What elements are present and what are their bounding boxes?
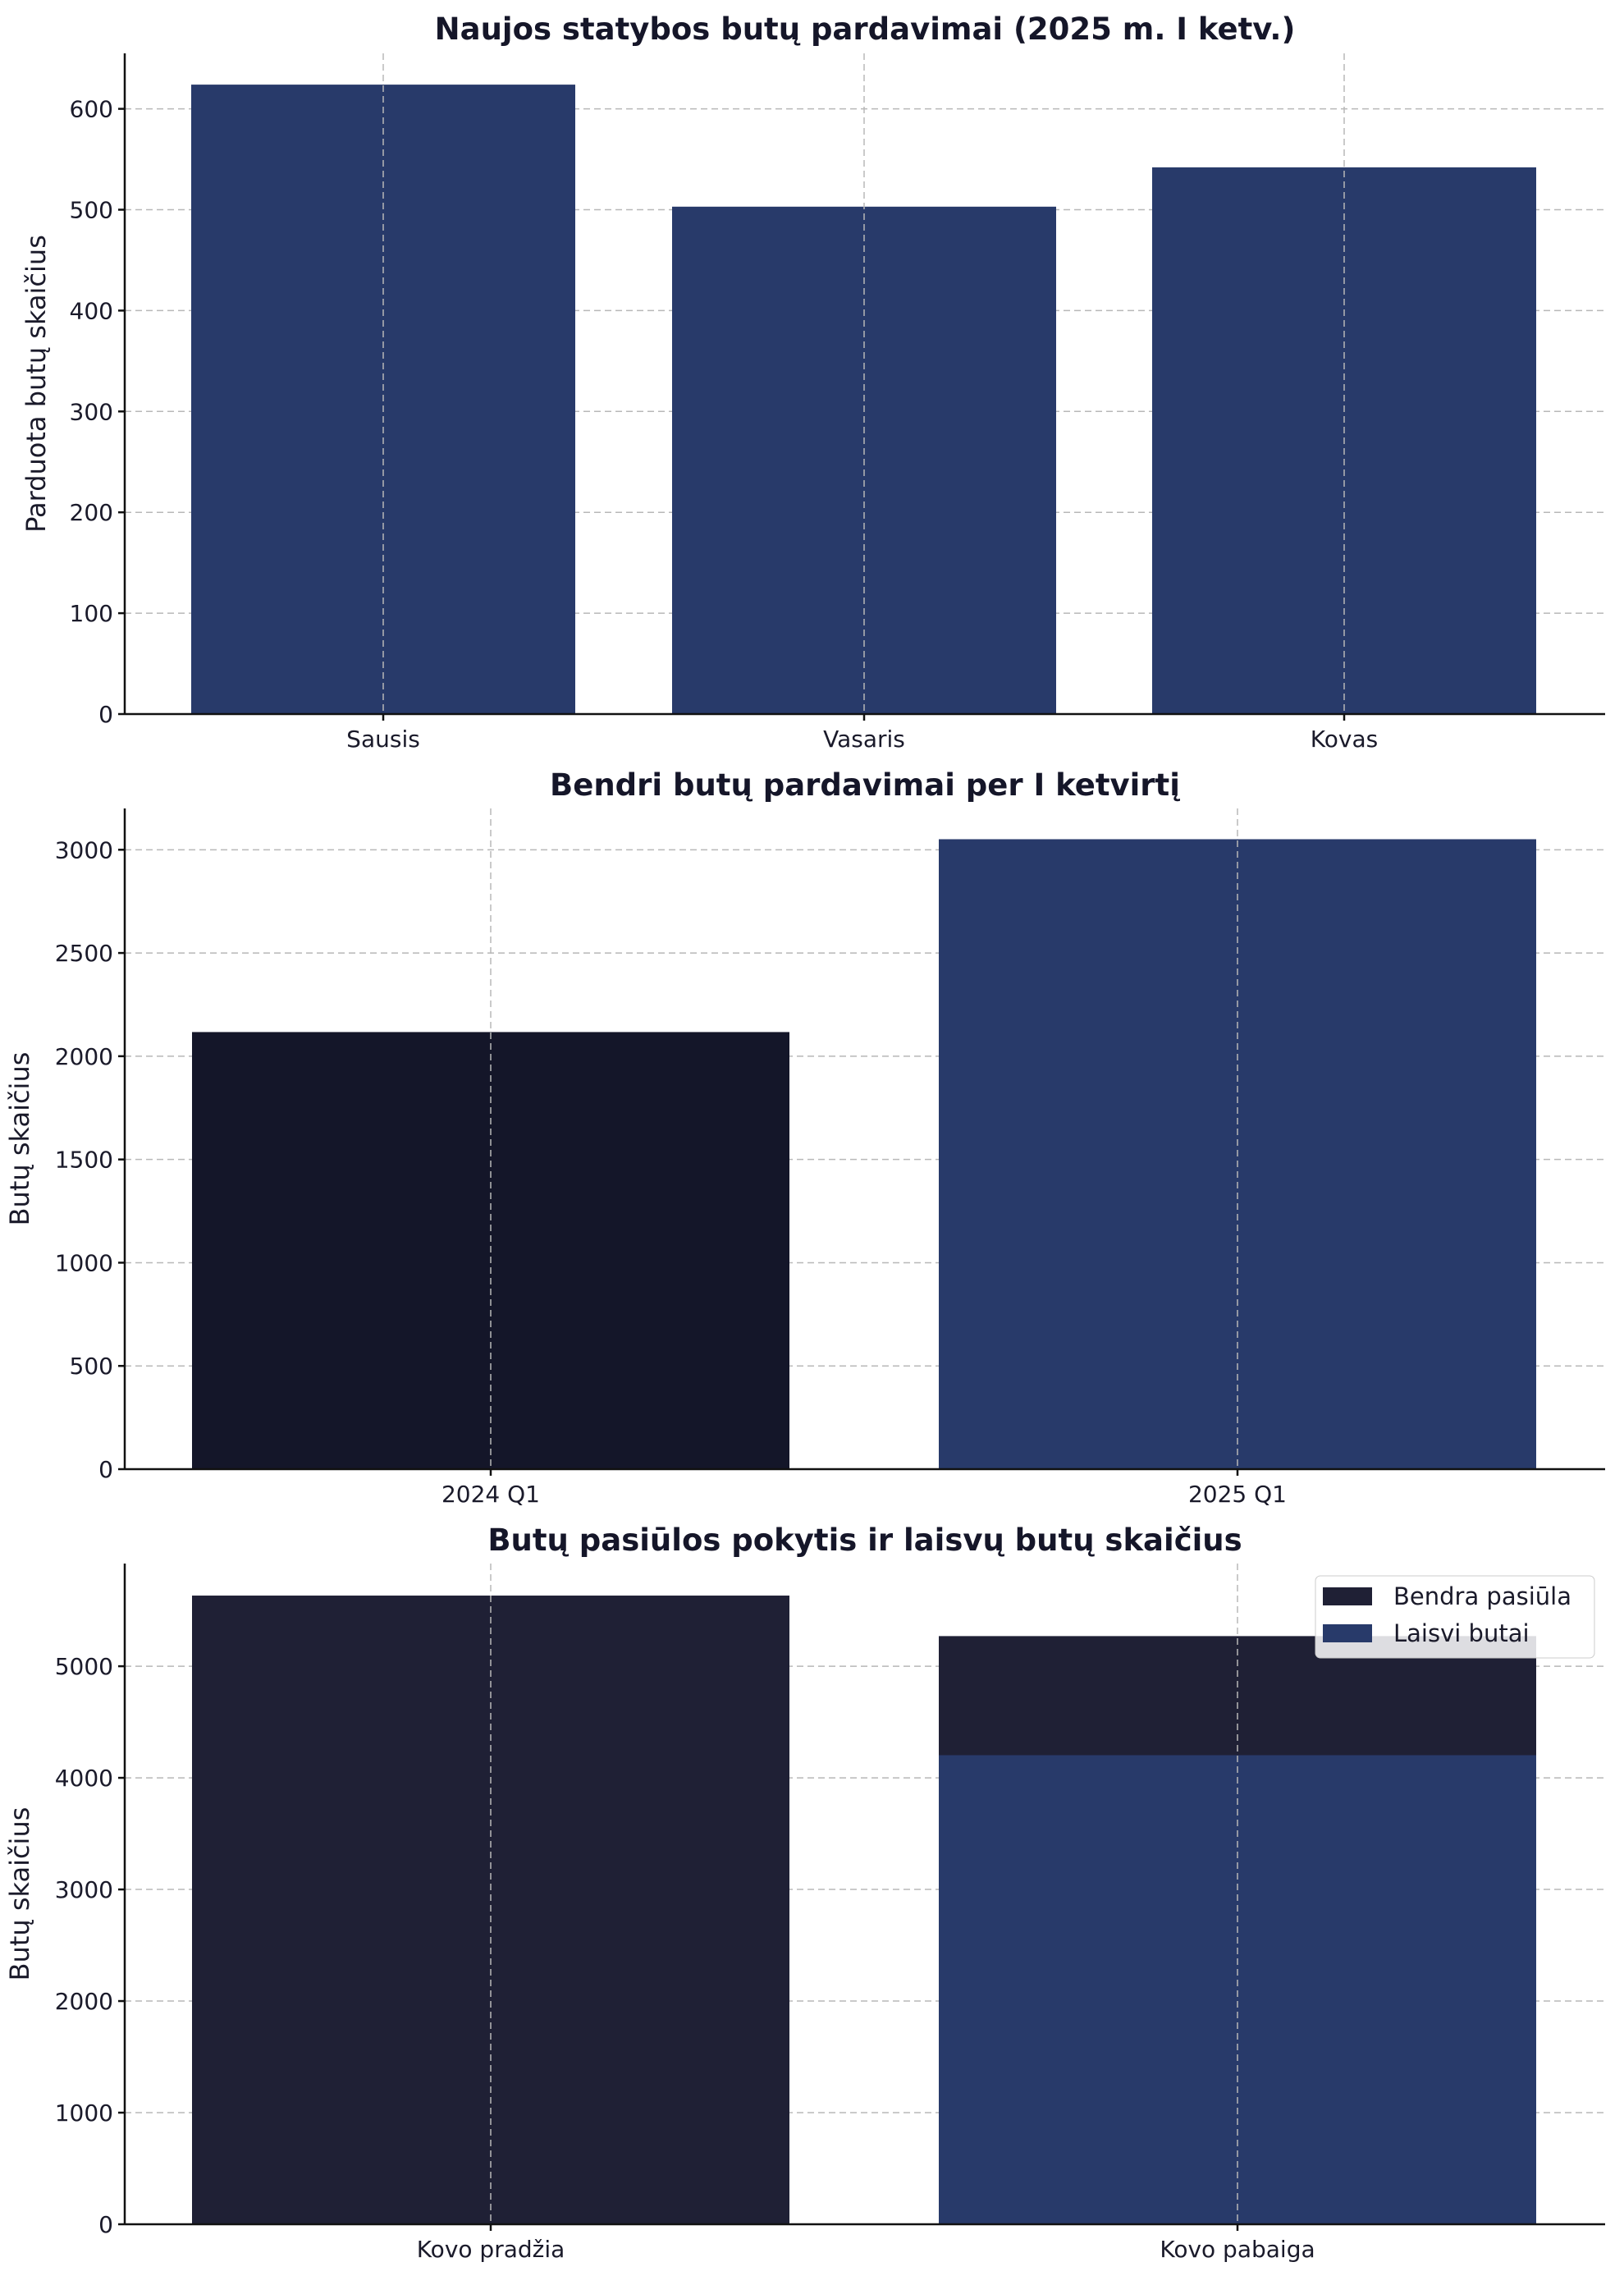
- y-axis-label: Butų skaičius: [4, 1052, 35, 1226]
- y-axis-label: Butų skaičius: [4, 1807, 35, 1981]
- x-tick-label: Vasaris: [823, 726, 905, 753]
- y-tick-label: 2000: [55, 1988, 113, 2015]
- y-tick-label: 1000: [55, 1249, 113, 1276]
- y-tick-label: 3000: [55, 1876, 113, 1903]
- x-tick-label: 2025 Q1: [1188, 1481, 1287, 1508]
- y-tick-label: 200: [70, 499, 113, 526]
- chart-title: Bendri butų pardavimai per I ketvirtį: [550, 767, 1180, 803]
- x-tick-label: Kovo pradžia: [417, 2236, 565, 2263]
- y-axis-label: Parduota butų skaičius: [21, 235, 52, 533]
- y-tick-label: 400: [70, 297, 113, 324]
- chart-title: Butų pasiūlos pokytis ir laisvų butų ska…: [487, 1523, 1242, 1558]
- y-tick-label: 0: [98, 701, 113, 728]
- y-tick-label: 300: [70, 398, 113, 425]
- legend-swatch: [1323, 1624, 1372, 1642]
- x-tick-label: 2024 Q1: [441, 1481, 540, 1508]
- y-tick-label: 2000: [55, 1043, 113, 1070]
- legend-entry: Bendra pasiūla: [1393, 1582, 1571, 1610]
- y-tick-label: 600: [70, 96, 113, 123]
- legend-swatch: [1323, 1587, 1372, 1605]
- legend-entry: Laisvi butai: [1393, 1619, 1530, 1647]
- y-tick-label: 500: [70, 196, 113, 223]
- x-tick-label: Sausis: [346, 726, 420, 753]
- y-tick-label: 4000: [55, 1765, 113, 1792]
- y-tick-label: 500: [70, 1353, 113, 1380]
- y-tick-label: 100: [70, 600, 113, 627]
- x-tick-label: Kovo pabaiga: [1160, 2236, 1315, 2263]
- y-tick-label: 1500: [55, 1147, 113, 1174]
- y-tick-label: 1000: [55, 2100, 113, 2127]
- y-tick-label: 0: [98, 1456, 113, 1483]
- legend-box: [1315, 1575, 1595, 1659]
- y-tick-label: 3000: [55, 836, 113, 863]
- y-tick-label: 0: [98, 2211, 113, 2238]
- y-tick-label: 2500: [55, 940, 113, 967]
- chart-title: Naujos statybos butų pardavimai (2025 m.…: [435, 11, 1296, 47]
- y-tick-label: 5000: [55, 1653, 113, 1680]
- x-tick-label: Kovas: [1311, 726, 1378, 753]
